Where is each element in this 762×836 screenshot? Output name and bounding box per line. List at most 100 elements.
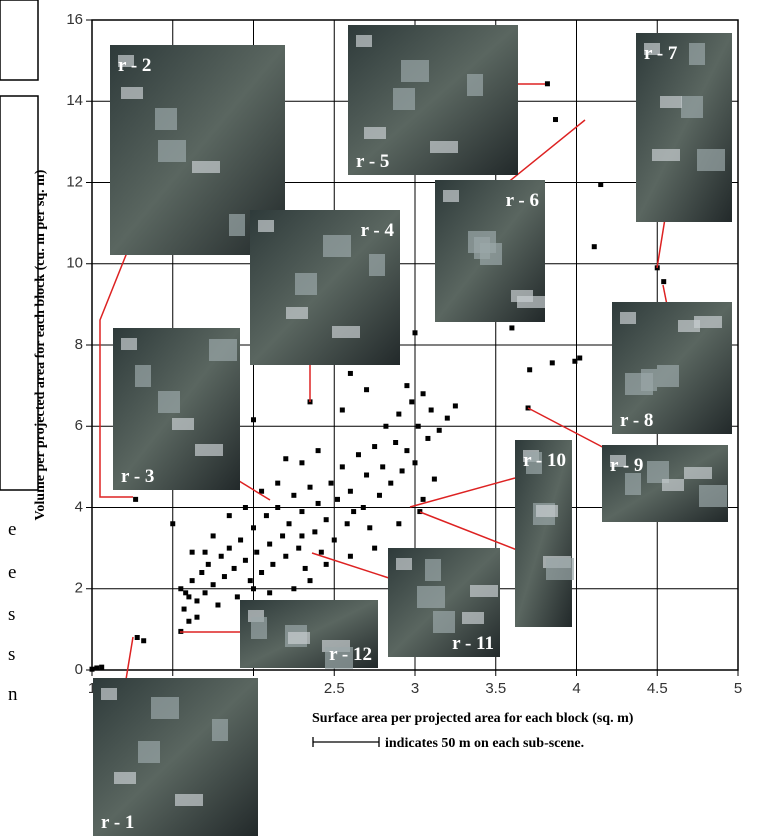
photo-building [620,312,636,324]
photo-building [511,290,533,302]
point [340,464,345,469]
inset-label: r - 1 [101,812,134,833]
point [206,562,211,567]
point [329,481,334,486]
photo-building [681,96,703,118]
photo-building [286,307,308,319]
point [222,574,227,579]
photo-building [697,149,725,171]
photo-building [396,558,412,570]
point [135,635,140,640]
photo-building [121,87,143,99]
point [425,436,430,441]
point [324,517,329,522]
photo-building [546,558,574,580]
point [404,448,409,453]
point [227,546,232,551]
point [251,586,256,591]
point [267,590,272,595]
scale-note: indicates 50 m on each sub-scene. [385,736,584,751]
point [303,566,308,571]
photo-building [229,214,245,236]
point [186,594,191,599]
point [312,529,317,534]
point [404,383,409,388]
side-text: e [8,562,16,583]
photo-building [430,141,458,153]
inset-label: r - 11 [452,633,494,654]
point [316,501,321,506]
photo-building [678,320,700,332]
photo-building [158,391,180,413]
point [141,638,146,643]
point [421,497,426,502]
photo-building [401,60,429,82]
photo-building [172,418,194,430]
inset-label: r - 7 [644,43,678,64]
point [345,521,350,526]
photo-building [258,220,274,232]
callout-line [410,478,515,507]
photo-building [652,149,680,161]
point [291,586,296,591]
point [170,521,175,526]
photo-building [175,794,203,806]
photo-building [155,108,177,130]
photo-building [393,88,415,110]
y-tick-label: 12 [66,173,83,190]
photo-building [536,505,558,517]
point [372,444,377,449]
x-tick-label: 3.5 [485,680,506,697]
point [264,513,269,518]
inset-label: r - 4 [361,220,395,241]
point [383,424,388,429]
photo-building [356,35,372,47]
scale-bar [313,737,379,747]
point [270,562,275,567]
point [324,562,329,567]
point [275,481,280,486]
point [380,464,385,469]
photo-building [417,586,445,608]
y-tick-label: 4 [75,498,83,515]
point [133,497,138,502]
point [280,533,285,538]
point [437,428,442,433]
point [299,460,304,465]
photo-building [209,339,237,361]
side-text: e [8,519,16,540]
photo-building [425,559,441,581]
x-tick-label: 3 [411,680,419,697]
point [372,546,377,551]
point [527,367,532,372]
inset-label: r - 8 [620,410,653,431]
inset-label: r - 6 [506,190,539,211]
point [254,550,259,555]
point [190,550,195,555]
point [421,391,426,396]
photo-building [192,161,220,173]
inset-label: r - 10 [523,450,566,471]
point [332,538,337,543]
point [186,619,191,624]
point [509,325,514,330]
y-tick-label: 8 [75,336,83,353]
photo-building [251,617,267,639]
point [413,460,418,465]
y-tick-label: 10 [66,255,83,272]
photo-building [467,74,483,96]
point [367,525,372,530]
point [259,570,264,575]
y-axis-label: Volume per projected area for each block… [33,169,48,520]
point [275,505,280,510]
photo-building [433,611,455,633]
point [361,505,366,510]
point [199,570,204,575]
point [377,493,382,498]
point [348,554,353,559]
photo-building [323,235,351,257]
point [291,493,296,498]
photo-building [288,632,310,644]
photo-building [657,365,679,387]
point [572,359,577,364]
